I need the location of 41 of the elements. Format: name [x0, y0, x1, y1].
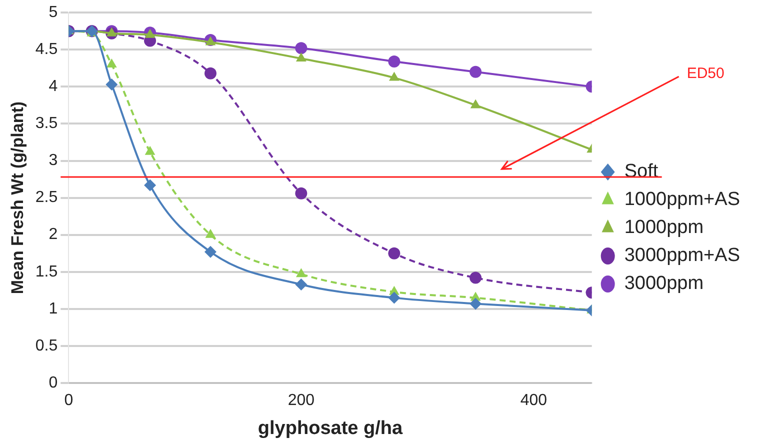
- point: [205, 228, 216, 238]
- y-axis-title: Mean Fresh Wt (g/plant): [8, 101, 27, 294]
- point: [295, 278, 308, 290]
- y-tick-label: 0: [48, 374, 58, 392]
- point: [388, 292, 400, 304]
- point: [296, 52, 306, 62]
- point: [388, 55, 400, 68]
- y-tick-label: 3: [48, 152, 58, 170]
- point: [470, 298, 482, 310]
- point: [106, 58, 117, 68]
- y-tick-label: 1.5: [35, 263, 58, 280]
- y-tick-label: 4: [48, 78, 58, 96]
- y-tick-label: 3.5: [35, 115, 58, 132]
- legend-label: 3000ppm: [624, 273, 704, 294]
- y-tick-label: 0.5: [35, 337, 58, 354]
- point: [470, 99, 481, 108]
- x-tick-label: 400: [520, 392, 548, 410]
- y-tick-label: 2: [48, 226, 58, 244]
- point: [470, 66, 482, 78]
- ref-line-label: ED50: [686, 64, 724, 82]
- y-tick-label: 4.5: [35, 41, 58, 58]
- x-tick-label: 0: [64, 392, 74, 410]
- point: [295, 187, 308, 200]
- legend-label: 1000ppm+AS: [624, 189, 740, 210]
- point: [204, 246, 216, 258]
- point: [295, 42, 308, 54]
- legend-label: 3000ppm+AS: [624, 245, 740, 266]
- point: [204, 67, 216, 80]
- point: [144, 146, 156, 155]
- point: [106, 78, 118, 90]
- x-axis-title: glyphosate g/ha: [258, 418, 403, 439]
- point: [144, 179, 156, 192]
- point: [470, 272, 482, 284]
- y-tick-label: 1: [48, 300, 58, 318]
- x-tick-label: 200: [288, 392, 315, 410]
- point: [388, 72, 400, 81]
- y-tick-label: 5: [48, 4, 58, 22]
- y-tick-label: 2.5: [35, 189, 58, 206]
- point: [296, 268, 306, 278]
- point: [388, 247, 400, 260]
- legend-label: 1000ppm: [624, 217, 704, 238]
